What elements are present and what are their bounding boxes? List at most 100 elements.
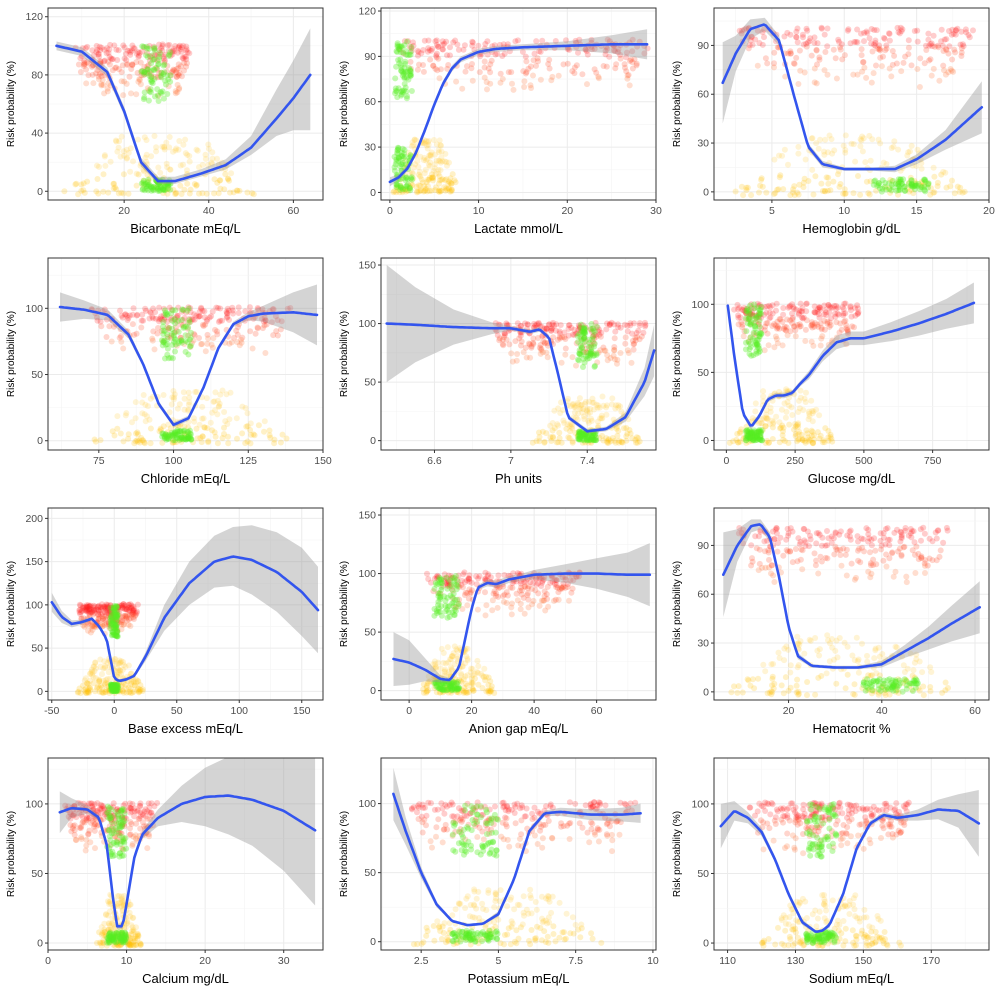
data-point (547, 579, 554, 586)
data-point (868, 562, 874, 569)
data-point (424, 139, 431, 145)
y-tick-label: 50 (697, 367, 709, 379)
data-point (828, 636, 835, 642)
data-point (116, 688, 123, 695)
data-point (444, 606, 451, 613)
data-point (785, 646, 792, 653)
data-point (778, 682, 785, 689)
data-point (576, 434, 583, 440)
data-point (807, 532, 813, 539)
data-point (146, 68, 153, 75)
data-point (593, 333, 600, 340)
data-point (514, 597, 521, 604)
data-point (128, 66, 135, 72)
data-point (825, 301, 832, 308)
data-point (833, 302, 840, 309)
data-point (818, 542, 825, 549)
data-point (125, 602, 132, 608)
data-point (156, 41, 162, 48)
data-point (171, 329, 178, 336)
data-point (452, 676, 459, 683)
data-point (244, 423, 251, 430)
data-point (603, 404, 610, 411)
data-point (827, 431, 834, 438)
data-point (865, 531, 872, 538)
data-point (781, 323, 788, 330)
data-point (506, 341, 513, 348)
trend-line (388, 42, 649, 184)
data-point (398, 65, 405, 71)
data-point (815, 570, 822, 577)
data-point (915, 556, 922, 563)
data-point (109, 628, 116, 635)
data-point (146, 57, 153, 64)
data-point (611, 356, 618, 363)
data-point (433, 682, 440, 689)
data-point (156, 47, 163, 54)
data-point (161, 183, 168, 190)
data-point (440, 582, 446, 589)
data-point (913, 543, 920, 550)
data-point (753, 429, 760, 436)
data-point (439, 176, 446, 183)
data-point (138, 317, 145, 324)
data-point (398, 149, 405, 156)
data-point (792, 433, 799, 439)
data-point (435, 43, 442, 50)
data-point (98, 82, 105, 89)
data-point (159, 186, 166, 193)
data-point (119, 604, 126, 611)
data-point (139, 410, 146, 417)
data-point (423, 689, 430, 696)
data-point (118, 333, 124, 340)
data-point (435, 157, 442, 164)
data-point (137, 76, 143, 83)
plot-frame (713, 7, 990, 201)
data-point (592, 332, 599, 338)
data-point (855, 309, 862, 316)
data-point (145, 176, 152, 183)
data-point (757, 430, 764, 437)
data-point (401, 38, 408, 45)
data-point (581, 335, 588, 341)
data-point (872, 547, 879, 554)
data-point (105, 621, 112, 627)
data-point (825, 428, 832, 434)
data-point (163, 432, 170, 439)
data-point (575, 429, 582, 436)
data-point (179, 54, 186, 61)
data-point (133, 330, 140, 337)
data-point (434, 610, 440, 617)
data-point (112, 610, 118, 617)
data-point (400, 89, 406, 96)
data-point (759, 29, 766, 36)
data-point (105, 623, 112, 629)
data-point (156, 70, 163, 76)
data-point (624, 430, 631, 437)
data-point (449, 583, 456, 590)
data-point (447, 682, 454, 689)
data-point (111, 685, 118, 692)
data-point (83, 602, 90, 609)
data-point (407, 152, 414, 159)
data-point (120, 613, 127, 620)
data-point (109, 682, 116, 689)
data-point (105, 189, 112, 196)
data-point (159, 41, 166, 48)
data-point (113, 612, 119, 618)
data-point (170, 66, 177, 73)
data-point (755, 428, 762, 435)
data-point (166, 409, 173, 416)
data-point (513, 578, 520, 585)
data-point (262, 317, 269, 324)
data-point (434, 42, 440, 48)
data-point (183, 46, 190, 53)
data-point (909, 547, 916, 554)
data-point (918, 184, 925, 191)
data-point (807, 437, 814, 444)
data-point (859, 640, 865, 647)
data-point (117, 430, 124, 437)
data-point (893, 180, 899, 187)
data-point (583, 349, 590, 356)
data-point (537, 323, 544, 330)
